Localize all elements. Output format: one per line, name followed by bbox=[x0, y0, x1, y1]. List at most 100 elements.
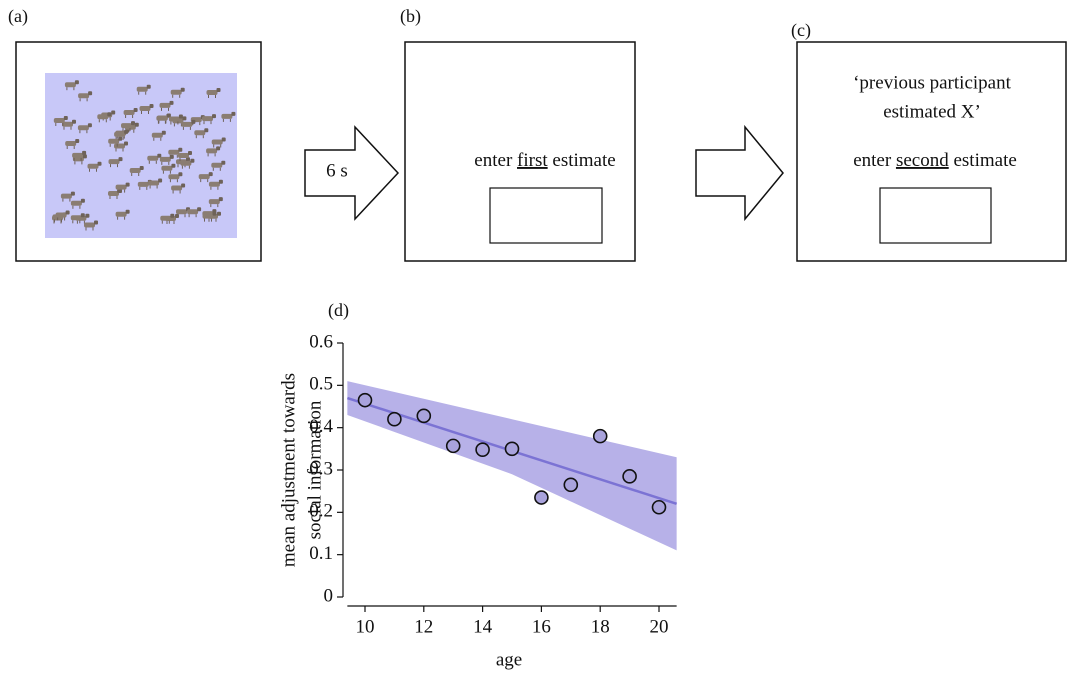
y-tick-label: 0 bbox=[324, 585, 334, 606]
object-body bbox=[187, 209, 199, 215]
stimulus-object bbox=[168, 172, 183, 183]
object-head bbox=[124, 141, 128, 146]
prompt-emphasis: first bbox=[517, 150, 548, 171]
object-body bbox=[55, 212, 67, 218]
data-point bbox=[651, 499, 667, 515]
x-tick-label: 20 bbox=[650, 616, 669, 637]
object-body bbox=[221, 113, 233, 119]
object-head bbox=[212, 114, 216, 119]
object-body bbox=[161, 165, 173, 171]
object-body bbox=[114, 131, 126, 137]
object-body bbox=[176, 209, 187, 215]
object-body bbox=[211, 139, 223, 145]
object-body bbox=[115, 184, 127, 190]
stimulus-object bbox=[87, 161, 102, 172]
object-body bbox=[137, 181, 149, 187]
stimulus-object bbox=[206, 146, 221, 157]
object-body bbox=[180, 160, 192, 166]
y-axis-label: social information bbox=[304, 400, 325, 539]
data-point bbox=[534, 490, 549, 505]
stimulus-object bbox=[62, 119, 76, 130]
object-head bbox=[131, 121, 135, 126]
object-head bbox=[171, 163, 176, 168]
object-head bbox=[216, 146, 221, 151]
prompt-text: estimate bbox=[548, 150, 616, 171]
object-body bbox=[65, 141, 77, 146]
object-head bbox=[125, 182, 130, 187]
object-body bbox=[136, 86, 148, 92]
object-head bbox=[169, 154, 174, 159]
stimulus-object bbox=[114, 129, 129, 140]
stimulus-object bbox=[78, 91, 93, 102]
object-body bbox=[70, 200, 82, 206]
object-head bbox=[63, 116, 68, 120]
object-head bbox=[118, 136, 123, 141]
stimulus-object bbox=[180, 158, 195, 169]
stimulus-object bbox=[65, 139, 80, 149]
object-body bbox=[108, 191, 119, 196]
object-body bbox=[156, 115, 168, 121]
object-head bbox=[85, 213, 90, 218]
object-body bbox=[194, 130, 206, 136]
object-body bbox=[77, 125, 89, 131]
stimulus-object bbox=[108, 136, 123, 147]
object-body bbox=[87, 163, 99, 169]
object-head bbox=[70, 191, 75, 196]
stimulus-object bbox=[208, 179, 223, 190]
stimulus-object bbox=[198, 172, 213, 183]
object-head bbox=[125, 209, 130, 214]
stimulus-object bbox=[159, 100, 174, 111]
arrow-label: 6 s bbox=[326, 160, 348, 181]
object-body bbox=[60, 193, 72, 199]
stimulus-object bbox=[53, 116, 68, 126]
stimulus-object bbox=[211, 160, 226, 171]
object-body bbox=[108, 138, 120, 144]
stimulus-object bbox=[202, 114, 216, 125]
object-head bbox=[197, 207, 202, 212]
stimulus-object bbox=[151, 130, 166, 141]
prompt-text: enter bbox=[474, 150, 517, 171]
data-point bbox=[387, 411, 402, 427]
object-body bbox=[202, 213, 214, 219]
object-body bbox=[159, 156, 171, 162]
stimulus-object bbox=[156, 113, 171, 124]
object-head bbox=[149, 104, 154, 108]
prompt: enter second estimate bbox=[853, 150, 1017, 171]
stimulus-object bbox=[148, 178, 163, 189]
data-point bbox=[622, 469, 637, 484]
object-head bbox=[191, 119, 196, 124]
object-body bbox=[211, 162, 223, 168]
object-head bbox=[80, 198, 85, 203]
object-head bbox=[80, 213, 85, 218]
y-tick-label: 0.4 bbox=[309, 416, 333, 437]
object-body bbox=[181, 121, 193, 127]
panel-label: (c) bbox=[791, 20, 811, 41]
social-info: ‘previous participant bbox=[853, 72, 1011, 93]
stimulus-object bbox=[136, 84, 151, 95]
x-tick-label: 12 bbox=[414, 616, 433, 637]
stimulus-object bbox=[206, 88, 221, 98]
data-point bbox=[592, 428, 608, 444]
stimulus-object bbox=[123, 108, 138, 118]
x-tick-label: 18 bbox=[591, 616, 610, 637]
stimulus-object bbox=[168, 114, 183, 125]
prompt-emphasis: second bbox=[896, 150, 949, 171]
object-head bbox=[124, 129, 129, 134]
object-head bbox=[97, 161, 102, 166]
social-info: estimated X’ bbox=[883, 101, 981, 122]
object-head bbox=[111, 110, 116, 115]
object-head bbox=[169, 100, 174, 105]
object-body bbox=[151, 132, 163, 138]
x-tick-label: 14 bbox=[473, 616, 493, 637]
object-head bbox=[158, 178, 163, 183]
object-head bbox=[181, 183, 186, 188]
panel-label: (a) bbox=[8, 6, 28, 27]
stimulus-object bbox=[115, 182, 130, 193]
stimulus-object bbox=[161, 163, 176, 174]
y-tick-label: 0.5 bbox=[309, 374, 333, 395]
y-axis-label: mean adjustment towards bbox=[278, 373, 299, 567]
object-head bbox=[74, 80, 79, 85]
object-head bbox=[208, 172, 213, 177]
object-body bbox=[178, 153, 189, 158]
